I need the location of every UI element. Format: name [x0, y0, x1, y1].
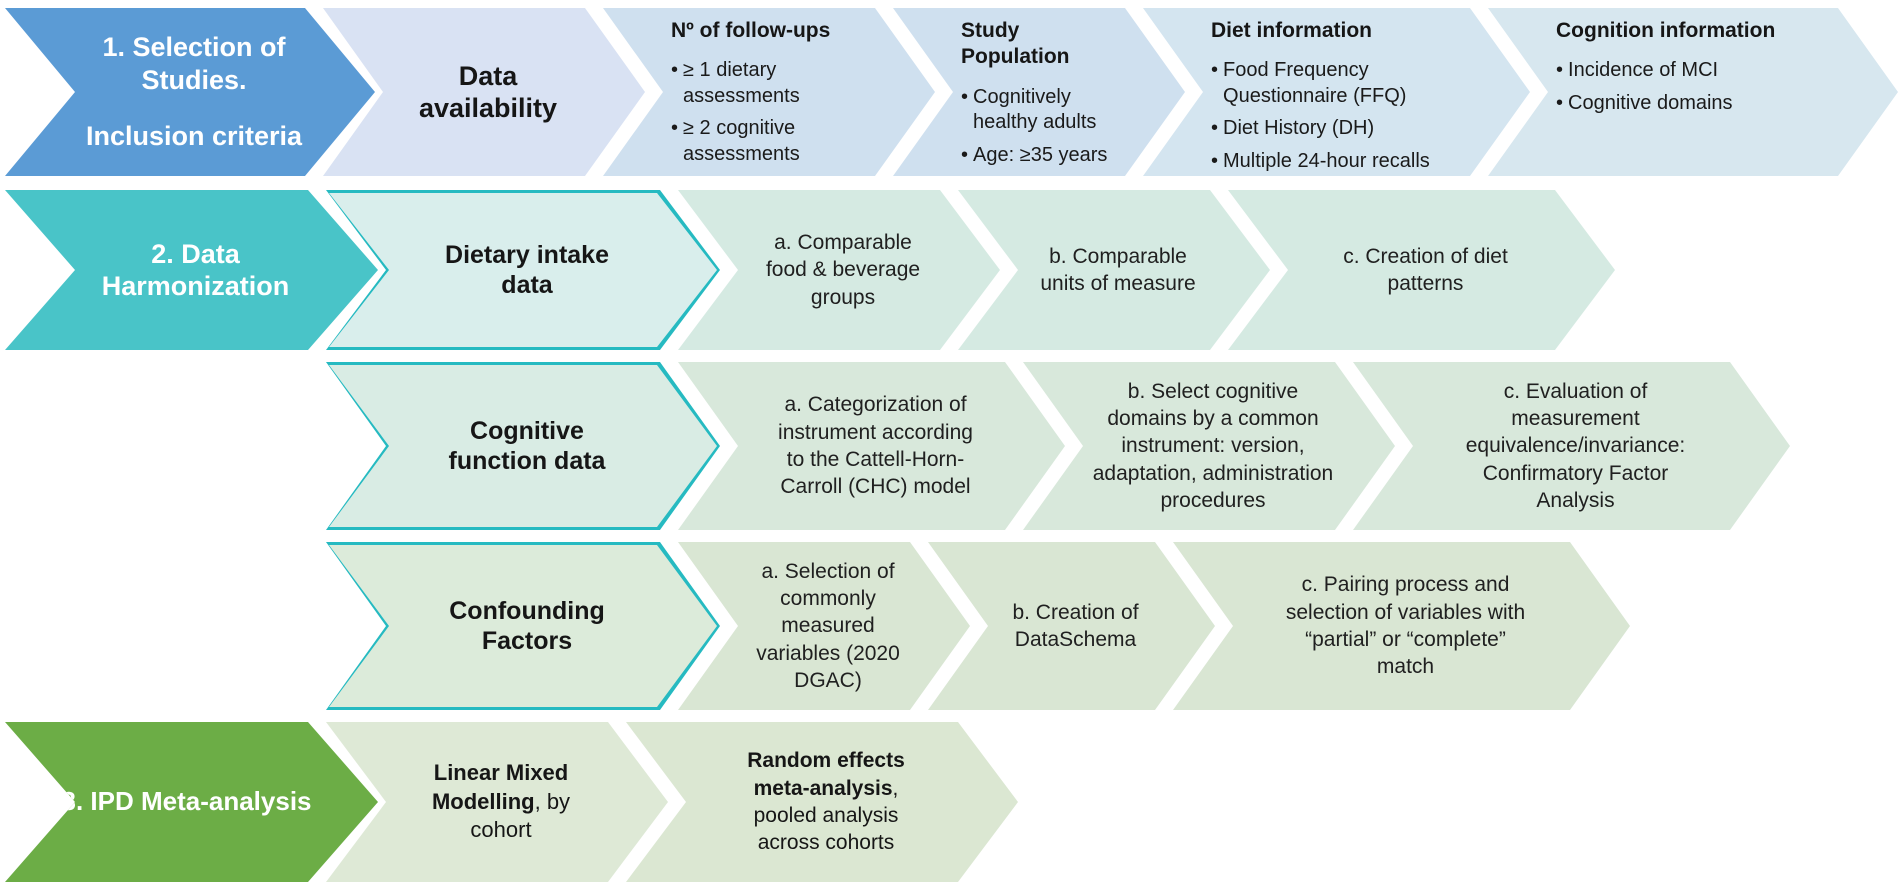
chevron-study-population: Study Population • Cognitively healthy ad… — [893, 8, 1185, 176]
bullet-text: Cognitive domains — [1568, 91, 1733, 114]
bullet-text: Cognitively healthy adults — [973, 85, 1097, 134]
linear-mixed-modelling-text: Linear Mixed Modelling, by cohort — [421, 759, 581, 845]
chevron-diet-information: Diet information • Food Frequency Questio… — [1143, 8, 1530, 176]
chevron-measurement-equivalence: c. Evaluation of measurement equivalence… — [1353, 362, 1790, 530]
step-b-text: b. Comparable units of measure — [1040, 244, 1196, 295]
study-population-bullets: • Cognitively healthy adults • Age: ≥35 ye… — [961, 78, 1125, 169]
chevron-follow-ups: Nº of follow-ups • ≥ 1 dietary assessment… — [603, 8, 935, 176]
dietary-intake-title: Dietary intake data — [445, 241, 609, 299]
diet-information-title: Diet information — [1211, 19, 1372, 42]
follow-ups-title: Nº of follow-ups — [671, 19, 831, 42]
chevron-comparable-food-groups: a. Comparable food & beverage groups — [678, 190, 1000, 350]
chevron-ipd-meta-analysis: 3. IPD Meta-analysis — [5, 722, 378, 882]
step-a-text: a. Comparable food & beverage groups — [765, 231, 921, 309]
data-availability-title: Data availability — [418, 60, 558, 123]
chevron-data-harmonization: 2. Data Harmonization — [5, 190, 378, 350]
bullet-item: • Food Frequency Questionnaire (FFQ) — [1211, 58, 1470, 109]
row-dietary-intake: 2. Data Harmonization Dietary intake dat… — [0, 190, 1902, 350]
diet-information-bullets: • Food Frequency Questionnaire (FFQ) • Die… — [1211, 51, 1470, 174]
bullet-dot: • — [671, 59, 679, 82]
cognition-information-bullets: • Incidence of MCI • Cognitive domains — [1556, 51, 1838, 116]
chevron-diet-patterns: c. Creation of diet patterns — [1228, 190, 1615, 350]
step-c-text: c. Creation of diet patterns — [1343, 244, 1508, 295]
bold-text: Linear Mixed Modelling — [431, 760, 569, 814]
bullet-dot: • — [1211, 59, 1219, 82]
stage-1-title: 1. Selection of Studies. — [102, 32, 286, 95]
bullet-item: • Cognitively healthy adults — [961, 85, 1125, 136]
row-selection-of-studies: 1. Selection of Studies. Inclusion crite… — [0, 8, 1902, 176]
chevron-dataschema: b. Creation of DataSchema — [928, 542, 1215, 710]
row-ipd-meta-analysis: 3. IPD Meta-analysis Linear Mixed Modell… — [0, 722, 1902, 882]
bullet-item: • ≥ 1 dietary assessments — [671, 58, 875, 109]
bullet-text: Diet History (DH) — [1223, 117, 1375, 140]
step-a-text: a. Categorization of instrument accordin… — [778, 393, 973, 499]
chevron-cognition-information: Cognition information • Incidence of MCI … — [1488, 8, 1898, 176]
bullet-item: • Multiple 24-hour recalls — [1211, 149, 1470, 175]
chevron-random-effects-meta-analysis: Random effects meta-analysis, pooled ana… — [626, 722, 1018, 882]
stage-2-title: 2. Data Harmonization — [101, 238, 290, 301]
chevron-variable-selection: a. Selection of commonly measured variab… — [678, 542, 970, 710]
bullet-dot: • — [1556, 59, 1564, 82]
chevron-chc-categorization: a. Categorization of instrument accordin… — [678, 362, 1065, 530]
follow-ups-bullets: • ≥ 1 dietary assessments • ≥ 2 cognitive … — [671, 51, 875, 167]
bullet-item: • Cognitive domains — [1556, 91, 1838, 117]
bullet-dot: • — [1211, 150, 1219, 173]
step-c-text: c. Pairing process and selection of vari… — [1285, 573, 1526, 679]
bullet-dot: • — [671, 117, 679, 140]
chevron-comparable-units: b. Comparable units of measure — [958, 190, 1270, 350]
bullet-text: Incidence of MCI — [1568, 59, 1719, 82]
regular-text: , pooled analysis across cohorts — [753, 776, 899, 855]
bullet-text: ≥ 2 cognitive assessments — [683, 117, 800, 166]
chevron-pairing-process: c. Pairing process and selection of vari… — [1173, 542, 1630, 710]
row-confounding-factors: Confounding Factors a. Selection of comm… — [0, 542, 1902, 710]
stage-1-subtitle: Inclusion criteria — [85, 121, 303, 152]
chevron-selection-of-studies: 1. Selection of Studies. Inclusion crite… — [5, 8, 375, 176]
step-c-text: c. Evaluation of measurement equivalence… — [1465, 379, 1686, 512]
confounding-factors-title: Confounding Factors — [449, 597, 605, 655]
bullet-item: • Age: ≥35 years — [961, 143, 1125, 169]
chevron-confounding-factors: Confounding Factors — [326, 542, 720, 710]
bullet-item: • Diet History (DH) — [1211, 116, 1470, 142]
bullet-text: ≥ 1 dietary assessments — [683, 59, 800, 107]
regular-text: , by cohort — [470, 788, 571, 843]
bullet-dot: • — [961, 143, 969, 166]
bullet-dot: • — [961, 85, 969, 108]
step-b-text: b. Select cognitive domains by a common … — [1092, 379, 1334, 512]
chevron-cognitive-function-data: Cognitive function data — [326, 362, 720, 530]
row-cognitive-function: Cognitive function data a. Categorizatio… — [0, 362, 1902, 530]
random-effects-text: Random effects meta-analysis, pooled ana… — [736, 747, 916, 856]
chevron-select-cognitive-domains: b. Select cognitive domains by a common … — [1023, 362, 1395, 530]
bold-text: Random effects meta-analysis — [747, 749, 905, 800]
bullet-text: Multiple 24-hour recalls — [1223, 150, 1430, 173]
bullet-dot: • — [1556, 91, 1564, 114]
cognitive-function-title: Cognitive function data — [448, 417, 606, 475]
bullet-dot: • — [1211, 117, 1219, 140]
bullet-text: Age: ≥35 years — [973, 143, 1108, 166]
study-population-title: Study Population — [961, 19, 1070, 69]
chevron-dietary-intake-data: Dietary intake data — [326, 190, 720, 350]
step-a-text: a. Selection of commonly measured variab… — [756, 559, 900, 692]
bullet-text: Food Frequency Questionnaire (FFQ) — [1223, 59, 1407, 107]
bullet-item: • Incidence of MCI — [1556, 58, 1838, 84]
bullet-item: • ≥ 2 cognitive assessments — [671, 116, 875, 167]
cognition-information-title: Cognition information — [1556, 19, 1776, 42]
step-b-text: b. Creation of DataSchema — [1012, 600, 1139, 651]
chevron-linear-mixed-modelling: Linear Mixed Modelling, by cohort — [326, 722, 668, 882]
stage-3-title: 3. IPD Meta-analysis — [61, 786, 312, 817]
